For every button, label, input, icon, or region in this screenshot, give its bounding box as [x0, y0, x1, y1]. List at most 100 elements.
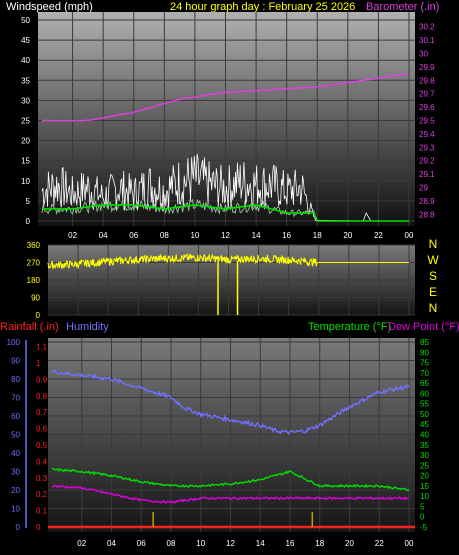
humidity-series: [51, 369, 410, 436]
rain-tick-label: 0.1: [36, 507, 48, 516]
direction-tick-label: 270: [27, 259, 41, 268]
temperature-series: [52, 467, 410, 492]
climate-x-axis: 02 04 06 08 10 12 14 16 18 20 22 00: [77, 539, 414, 548]
wind-grid: [38, 12, 415, 226]
barometer-label: Barometer (.in): [366, 1, 439, 13]
wind-marks: [41, 73, 409, 222]
rain-tick-label: 0.5: [36, 441, 48, 450]
y-tick-label: 0: [26, 217, 31, 226]
x-tick-label: 18: [313, 231, 322, 240]
humidity-tick-label: 80: [11, 375, 20, 384]
humidity-tick-label: 30: [11, 468, 20, 477]
graph-title: 24 hour graph day : February 25 2026: [170, 1, 355, 13]
y-tick-label: 5: [26, 197, 31, 206]
temperature-tick-label: 5: [420, 502, 425, 511]
humidity-tick-label: 60: [11, 412, 20, 421]
direction-series: [47, 252, 409, 270]
humidity-tick-label: 50: [11, 431, 20, 440]
average-series: [42, 204, 409, 222]
barometer-tick-label: 29.4: [419, 130, 435, 139]
x-tick-label: 02: [68, 231, 77, 240]
windspeed-label: Windspeed (mph): [6, 1, 93, 13]
direction-tick-label: 90: [31, 294, 40, 303]
x-tick-label: 08: [167, 539, 176, 548]
x-tick-label: 12: [226, 539, 235, 548]
temperature-tick-label: 20: [420, 472, 429, 481]
temperature-tick-label: 10: [420, 492, 429, 501]
direction-grid: [48, 244, 415, 316]
humidity-tick-label: 40: [11, 449, 20, 458]
x-tick-label: 16: [286, 539, 295, 548]
x-tick-label: 06: [129, 231, 138, 240]
x-tick-label: 10: [196, 539, 205, 548]
wind-y-axis: 0 5 10 15 20 25 30 35 40 45 50: [21, 16, 30, 226]
rain-y-axis: 0 0.1 0.2 0.3 0.4 0.5 0.6 0.7 0.8 0.9 1 1.1: [36, 343, 48, 532]
direction-tick-label: 360: [27, 241, 41, 250]
y-tick-label: 40: [21, 56, 30, 65]
temperature-tick-label: 50: [420, 410, 429, 419]
barometer-tick-label: 29.9: [419, 63, 435, 72]
humidity-tick-label: 10: [11, 505, 20, 514]
temperature-tick-label: 15: [420, 482, 429, 491]
temperature-tick-label: 45: [420, 420, 429, 429]
compass-label: N: [429, 237, 438, 251]
y-tick-label: 20: [21, 137, 30, 146]
compass-label: W: [427, 253, 439, 267]
humidity-label: Humidity: [66, 321, 109, 333]
x-tick-label: 00: [405, 231, 414, 240]
temperature-tick-label: 40: [420, 431, 429, 440]
x-tick-label: 04: [107, 539, 116, 548]
barometer-tick-label: 29.1: [419, 170, 435, 179]
barometer-tick-label: 29.7: [419, 90, 435, 99]
temperature-tick-label: 75: [420, 359, 429, 368]
gust-series: [41, 153, 372, 222]
barometer-tick-label: 28.8: [419, 210, 435, 219]
rainfall-label: Rainfall (.in): [0, 321, 59, 333]
temperature-tick-label: 80: [420, 348, 429, 357]
temperature-tick-label: 85: [420, 338, 429, 347]
temperature-tick-label: 60: [420, 389, 429, 398]
average-band: [41, 198, 315, 218]
humidity-tick-label: 70: [11, 394, 20, 403]
x-tick-label: 00: [405, 539, 414, 548]
x-tick-label: 04: [99, 231, 108, 240]
humidity-tick-label: 90: [11, 357, 20, 366]
humidity-tick-label: 0: [16, 523, 21, 532]
rain-tick-label: 0.7: [36, 408, 48, 417]
y-tick-label: 35: [21, 76, 30, 85]
temperature-tick-label: 70: [420, 369, 429, 378]
barometer-tick-label: 29.8: [419, 76, 435, 85]
temperature-label: Temperature (°F): [308, 321, 391, 333]
humidity-y-axis: 0 10 20 30 40 50 60 70 80 90 100: [7, 338, 21, 532]
x-tick-label: 14: [252, 231, 261, 240]
barometer-y-axis: 28.8 28.9 29 29.1 29.2 29.3 29.4 29.5 29.6 29.7 29…: [419, 23, 435, 220]
rain-tick-label: 0.2: [36, 490, 48, 499]
temperature-tick-label: 35: [420, 441, 429, 450]
barometer-tick-label: 30.2: [419, 23, 435, 32]
dewpoint-series: [51, 484, 409, 504]
y-tick-label: 15: [21, 157, 30, 166]
temperature-tick-label: 30: [420, 451, 429, 460]
x-tick-label: 18: [315, 539, 324, 548]
temperature-tick-label: 55: [420, 400, 429, 409]
barometer-tick-label: 29.3: [419, 143, 435, 152]
direction-tick-label: 180: [27, 276, 41, 285]
barometer-tick-label: 29.5: [419, 117, 435, 126]
y-tick-label: 45: [21, 36, 30, 45]
barometer-tick-label: 30: [419, 50, 428, 59]
x-tick-label: 22: [374, 231, 383, 240]
x-tick-label: 22: [375, 539, 384, 548]
barometer-tick-label: 29: [419, 184, 428, 193]
rain-tick-label: 0.3: [36, 474, 48, 483]
compass-label: S: [429, 269, 437, 283]
y-tick-label: 50: [21, 16, 30, 25]
rain-tick-label: 0.8: [36, 392, 48, 401]
x-tick-label: 20: [343, 231, 352, 240]
temperature-tick-label: 25: [420, 461, 429, 470]
dewpoint-label: Dew Point (°F): [388, 321, 459, 333]
direction-y-axis: 0 90 180 270 360: [27, 241, 41, 320]
compass-label: E: [429, 285, 437, 299]
